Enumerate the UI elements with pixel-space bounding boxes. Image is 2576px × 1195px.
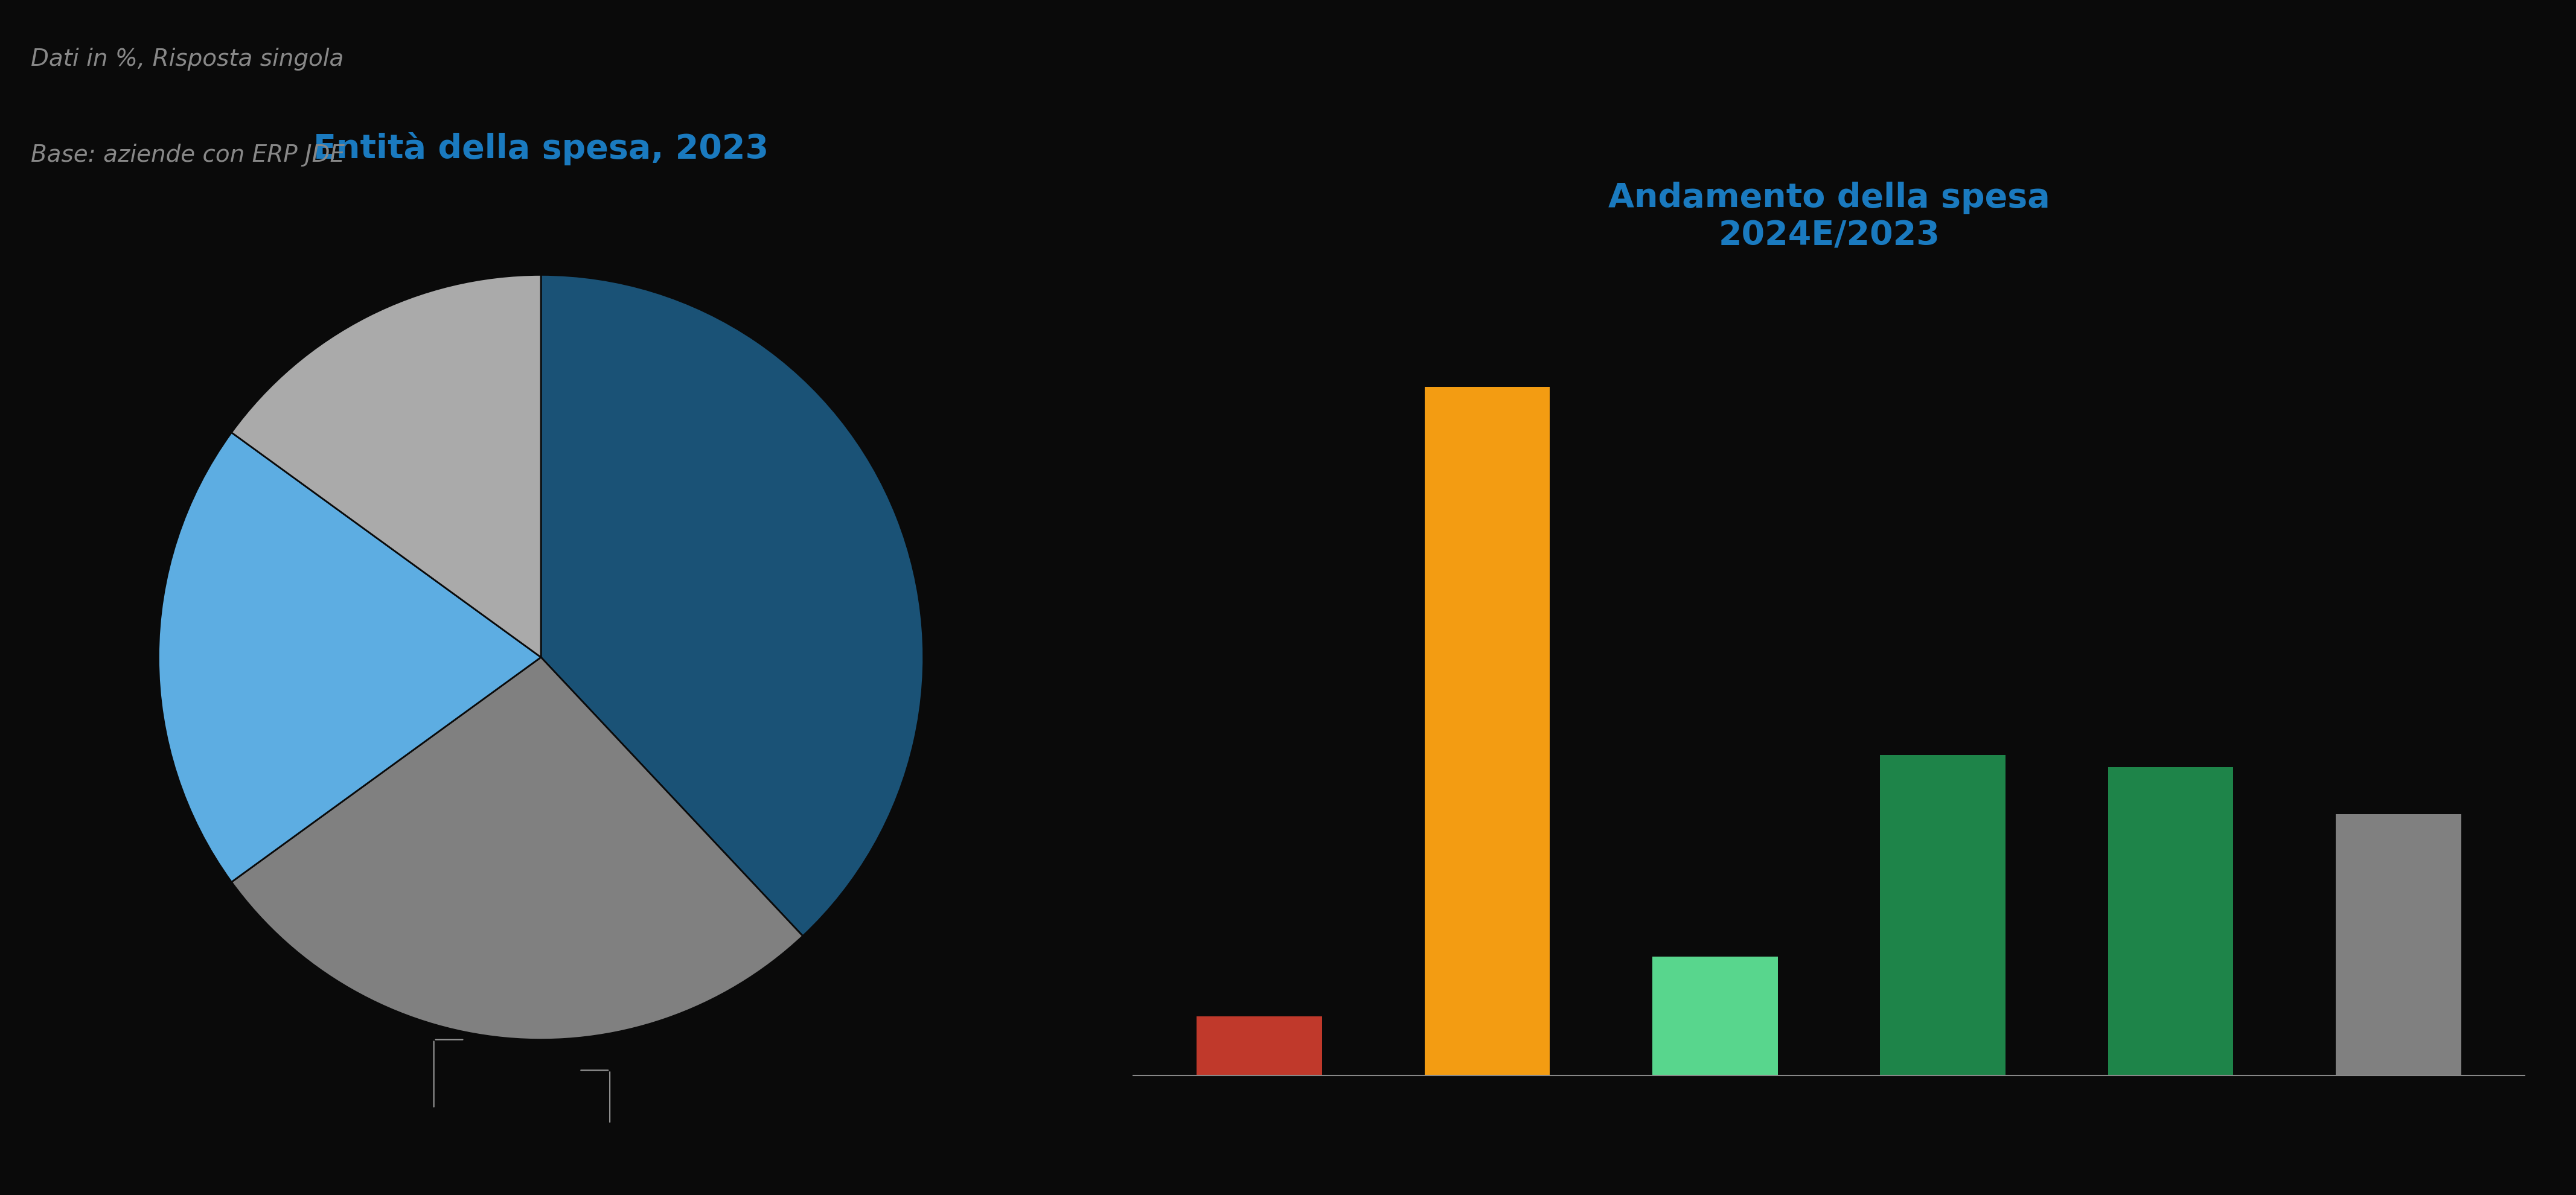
Title: Andamento della spesa
2024E/2023: Andamento della spesa 2024E/2023 [1607,182,2050,252]
Bar [1198,1016,1321,1076]
Wedge shape [232,275,541,657]
Bar [2336,814,2460,1076]
Text: Dati in %, Risposta singola: Dati in %, Risposta singola [31,48,343,71]
Text: Base: aziende con ERP JDE: Base: aziende con ERP JDE [31,143,345,166]
Bar [2107,767,2233,1076]
Wedge shape [160,433,541,882]
Bar [1425,387,1551,1076]
Title: Entità della spesa, 2023: Entità della spesa, 2023 [314,133,768,166]
Bar [1651,957,1777,1076]
Wedge shape [541,275,922,936]
Wedge shape [232,657,804,1040]
Bar [1880,755,2007,1076]
